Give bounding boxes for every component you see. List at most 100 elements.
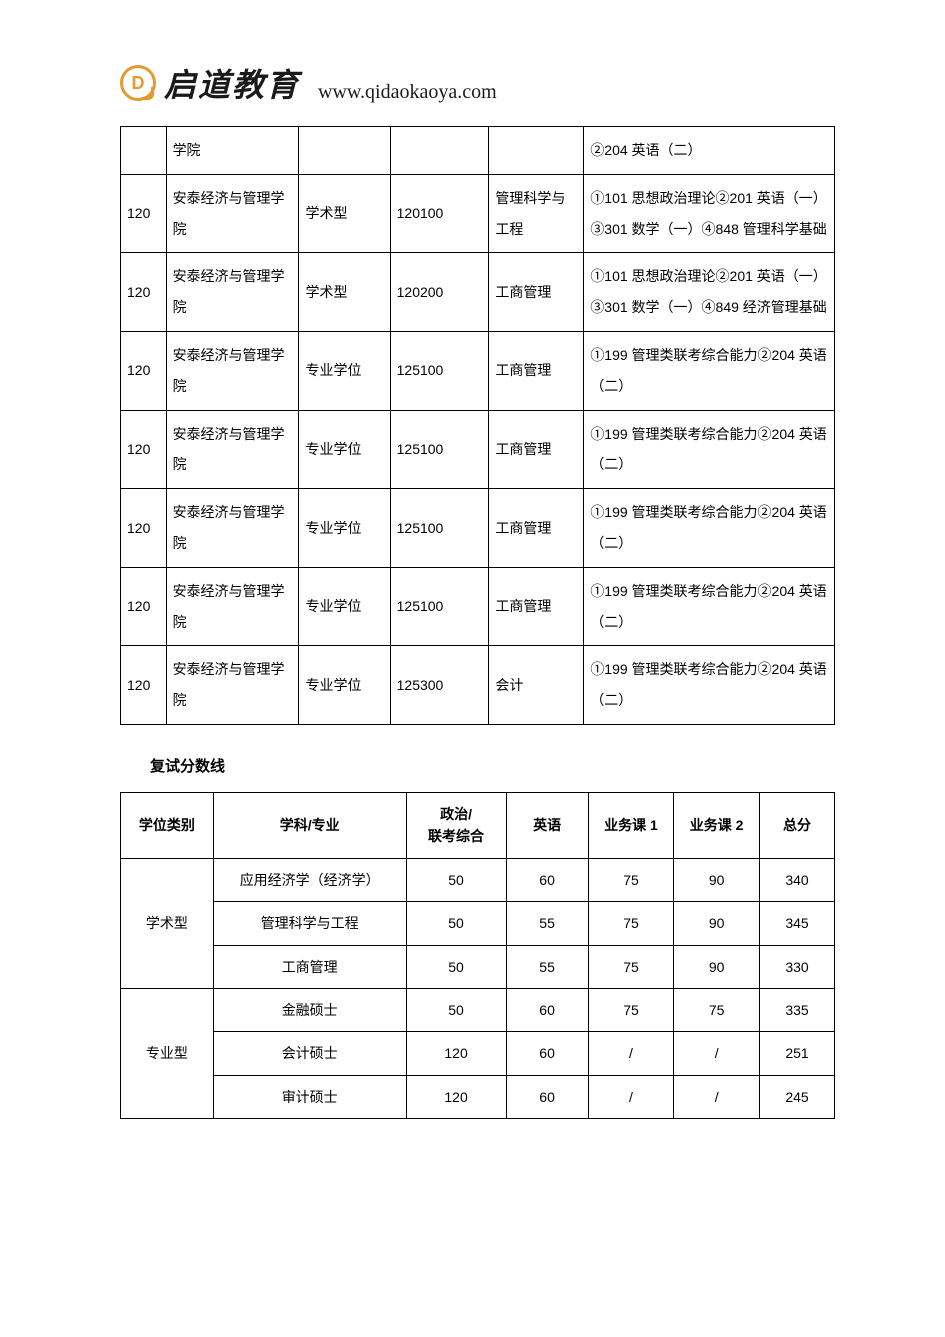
table-cell: 50 (406, 988, 506, 1031)
table-cell: 120 (121, 331, 167, 410)
table-cell: 应用经济学（经济学） (213, 858, 406, 901)
table-cell (299, 127, 390, 175)
table-cell: 120 (121, 253, 167, 332)
table-cell: / (588, 1075, 674, 1118)
table-cell: 55 (506, 902, 588, 945)
table-row: 会计硕士12060//251 (121, 1032, 835, 1075)
table-cell: 120 (121, 410, 167, 489)
logo-block: D 启道教育 (120, 60, 300, 106)
table-cell: 125100 (390, 489, 489, 568)
table-row: 审计硕士12060//245 (121, 1075, 835, 1118)
table-cell: 120 (121, 174, 167, 253)
table-cell: 50 (406, 858, 506, 901)
table-row: 学术型应用经济学（经济学）50607590340 (121, 858, 835, 901)
table-cell: 学院 (166, 127, 299, 175)
table-cell: 专业学位 (299, 646, 390, 725)
table-row: 专业型金融硕士50607575335 (121, 988, 835, 1031)
table-row: 120安泰经济与管理学院学术型120200工商管理①101 思想政治理论②201… (121, 253, 835, 332)
table-cell: 120100 (390, 174, 489, 253)
table-cell: 工商管理 (489, 567, 584, 646)
table-cell: 120 (406, 1075, 506, 1118)
table-header: 政治/联考综合 (406, 792, 506, 858)
table-cell: 安泰经济与管理学院 (166, 410, 299, 489)
table-cell: ②204 英语（二） (584, 127, 835, 175)
table-cell: 120200 (390, 253, 489, 332)
table-row: 学院 ②204 英语（二） (121, 127, 835, 175)
table-cell: 60 (506, 858, 588, 901)
table-cell: 330 (759, 945, 834, 988)
table-cell: ①199 管理类联考综合能力②204 英语（二） (584, 646, 835, 725)
table-cell: 学术型 (299, 253, 390, 332)
table-cell: 60 (506, 1075, 588, 1118)
table-cell: 专业学位 (299, 331, 390, 410)
table-cell: 55 (506, 945, 588, 988)
table-cell: 会计硕士 (213, 1032, 406, 1075)
table-cell: 专业学位 (299, 567, 390, 646)
table-cell: 工商管理 (213, 945, 406, 988)
table-row: 120安泰经济与管理学院专业学位125100工商管理①199 管理类联考综合能力… (121, 489, 835, 568)
table-cell: 专业学位 (299, 489, 390, 568)
degree-category-cell: 专业型 (121, 988, 214, 1118)
table-cell: 90 (674, 945, 760, 988)
table-cell: 125100 (390, 410, 489, 489)
table-cell: 125300 (390, 646, 489, 725)
table-row: 120安泰经济与管理学院专业学位125100工商管理①199 管理类联考综合能力… (121, 331, 835, 410)
table-cell: / (674, 1032, 760, 1075)
table-cell: 120 (121, 567, 167, 646)
table-cell: ①101 思想政治理论②201 英语（一）③301 数学（一）④849 经济管理… (584, 253, 835, 332)
table-cell: 120 (121, 489, 167, 568)
table-cell (121, 127, 167, 175)
table-cell: 335 (759, 988, 834, 1031)
table-cell: 120 (121, 646, 167, 725)
page-header: D 启道教育 www.qidaokaoya.com (120, 60, 835, 106)
table-cell: 安泰经济与管理学院 (166, 253, 299, 332)
table-cell: 75 (588, 945, 674, 988)
table-cell (489, 127, 584, 175)
table-cell: 345 (759, 902, 834, 945)
table-cell: 50 (406, 902, 506, 945)
table-cell: 工商管理 (489, 253, 584, 332)
table-cell: 安泰经济与管理学院 (166, 174, 299, 253)
table-cell: 90 (674, 902, 760, 945)
table-cell: 125100 (390, 567, 489, 646)
table-cell: 管理科学与工程 (213, 902, 406, 945)
table-cell: 251 (759, 1032, 834, 1075)
table-cell: 学术型 (299, 174, 390, 253)
section-title: 复试分数线 (150, 755, 835, 776)
table-cell: 75 (588, 902, 674, 945)
table-cell: 60 (506, 988, 588, 1031)
table-row: 管理科学与工程50557590345 (121, 902, 835, 945)
score-table: 学位类别学科/专业政治/联考综合英语业务课 1业务课 2总分 学术型应用经济学（… (120, 792, 835, 1119)
table-cell: 125100 (390, 331, 489, 410)
table-row: 120安泰经济与管理学院学术型120100管理科学与工程①101 思想政治理论②… (121, 174, 835, 253)
table-header: 学位类别 (121, 792, 214, 858)
degree-category-cell: 学术型 (121, 858, 214, 988)
table-cell: 75 (588, 858, 674, 901)
table-header: 学科/专业 (213, 792, 406, 858)
table-row: 工商管理50557590330 (121, 945, 835, 988)
table-cell: 工商管理 (489, 410, 584, 489)
table-cell: 安泰经济与管理学院 (166, 646, 299, 725)
site-url: www.qidaokaoya.com (318, 81, 497, 106)
table-cell: 安泰经济与管理学院 (166, 331, 299, 410)
table-cell: ①199 管理类联考综合能力②204 英语（二） (584, 331, 835, 410)
table-cell: 60 (506, 1032, 588, 1075)
table-cell: 金融硕士 (213, 988, 406, 1031)
table-cell: 安泰经济与管理学院 (166, 489, 299, 568)
table-row: 120安泰经济与管理学院专业学位125100工商管理①199 管理类联考综合能力… (121, 567, 835, 646)
table-cell: ①199 管理类联考综合能力②204 英语（二） (584, 489, 835, 568)
program-table: 学院②204 英语（二）120安泰经济与管理学院学术型120100管理科学与工程… (120, 126, 835, 725)
table-cell: 245 (759, 1075, 834, 1118)
table-cell: 会计 (489, 646, 584, 725)
table-cell: 管理科学与工程 (489, 174, 584, 253)
brand-text: 启道教育 (164, 60, 300, 106)
table-cell: ①199 管理类联考综合能力②204 英语（二） (584, 410, 835, 489)
table-cell: 安泰经济与管理学院 (166, 567, 299, 646)
table-row: 120安泰经济与管理学院专业学位125100工商管理①199 管理类联考综合能力… (121, 410, 835, 489)
logo-icon: D (120, 65, 156, 101)
table-cell: 75 (674, 988, 760, 1031)
table-cell: 90 (674, 858, 760, 901)
table-header: 业务课 2 (674, 792, 760, 858)
table-cell (390, 127, 489, 175)
table-header: 业务课 1 (588, 792, 674, 858)
